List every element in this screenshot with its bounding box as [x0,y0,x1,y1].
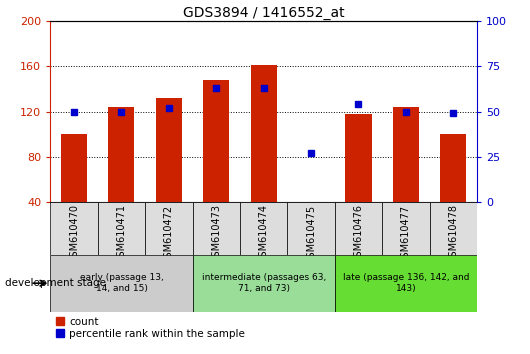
Text: development stage: development stage [5,278,107,288]
Bar [192,255,335,312]
Bar [430,202,477,255]
Text: early (passage 13,
14, and 15): early (passage 13, 14, and 15) [80,274,163,293]
Text: GSM610472: GSM610472 [164,205,174,264]
Text: GSM610478: GSM610478 [448,205,458,263]
Legend: count, percentile rank within the sample: count, percentile rank within the sample [56,317,245,339]
Bar [109,107,135,202]
Bar [98,202,145,255]
Bar [203,80,229,202]
Text: GSM610474: GSM610474 [259,205,269,263]
Text: late (passage 136, 142, and
143): late (passage 136, 142, and 143) [342,274,469,293]
Text: GSM610473: GSM610473 [211,205,221,263]
Bar [382,202,430,255]
Text: GSM610475: GSM610475 [306,205,316,264]
Text: GSM610476: GSM610476 [354,205,364,263]
Title: GDS3894 / 1416552_at: GDS3894 / 1416552_at [183,6,344,20]
Bar [61,134,87,202]
Bar [145,202,192,255]
Bar [440,134,466,202]
Bar [335,255,477,312]
Bar [50,202,98,255]
Bar [335,202,382,255]
Bar [346,114,372,202]
Bar [50,255,192,312]
Bar [287,202,335,255]
Bar [192,202,240,255]
Bar [393,107,419,202]
Bar [240,202,287,255]
Text: GSM610471: GSM610471 [117,205,127,263]
Bar [251,65,277,202]
Text: intermediate (passages 63,
71, and 73): intermediate (passages 63, 71, and 73) [201,274,326,293]
Text: GSM610470: GSM610470 [69,205,79,263]
Text: GSM610477: GSM610477 [401,205,411,264]
Bar [156,98,182,202]
